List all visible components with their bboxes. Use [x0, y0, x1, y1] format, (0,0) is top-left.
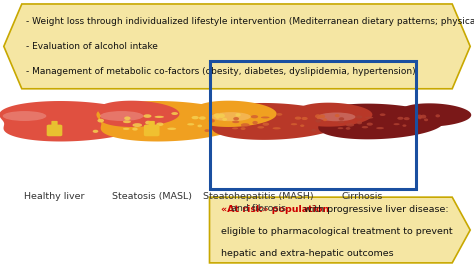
Ellipse shape [241, 123, 250, 127]
Text: - Evaluation of alcohol intake: - Evaluation of alcohol intake [26, 42, 158, 51]
Ellipse shape [204, 129, 210, 132]
Ellipse shape [199, 116, 206, 120]
Ellipse shape [132, 123, 142, 127]
Ellipse shape [315, 119, 321, 123]
Ellipse shape [216, 116, 219, 119]
Ellipse shape [295, 117, 301, 120]
Ellipse shape [124, 116, 130, 120]
Ellipse shape [198, 125, 202, 127]
Ellipse shape [366, 123, 373, 126]
Ellipse shape [273, 127, 281, 129]
Text: - Management of metabolic co-factors (obesity, diabetes, dyslipidemia, hypertens: - Management of metabolic co-factors (ob… [26, 67, 416, 76]
Ellipse shape [376, 127, 384, 129]
Ellipse shape [171, 112, 178, 115]
Ellipse shape [424, 118, 428, 121]
Ellipse shape [123, 128, 129, 130]
Ellipse shape [191, 116, 199, 119]
FancyBboxPatch shape [144, 125, 159, 136]
Text: Cirrhosis: Cirrhosis [342, 192, 383, 201]
Ellipse shape [317, 117, 320, 119]
Text: «At risk» population: «At risk» population [221, 205, 329, 214]
Ellipse shape [357, 121, 362, 124]
Ellipse shape [365, 117, 374, 119]
Ellipse shape [339, 117, 344, 121]
Ellipse shape [393, 123, 400, 125]
Polygon shape [96, 101, 245, 142]
Ellipse shape [155, 116, 164, 118]
Ellipse shape [301, 117, 308, 120]
Polygon shape [210, 197, 470, 263]
Ellipse shape [218, 113, 225, 118]
Polygon shape [298, 103, 373, 127]
Ellipse shape [404, 117, 410, 120]
Ellipse shape [276, 113, 283, 116]
Ellipse shape [251, 115, 258, 118]
Ellipse shape [261, 116, 270, 118]
Ellipse shape [362, 126, 368, 128]
Ellipse shape [3, 111, 46, 121]
Ellipse shape [356, 115, 363, 118]
Ellipse shape [315, 114, 321, 118]
Text: Healthy liver: Healthy liver [24, 192, 85, 201]
Ellipse shape [232, 127, 238, 129]
Ellipse shape [167, 127, 176, 130]
FancyBboxPatch shape [46, 125, 63, 136]
Ellipse shape [311, 129, 316, 132]
Ellipse shape [436, 114, 440, 117]
Ellipse shape [257, 126, 264, 129]
Ellipse shape [123, 120, 131, 123]
FancyBboxPatch shape [51, 121, 58, 128]
Polygon shape [195, 101, 277, 127]
Ellipse shape [402, 125, 406, 127]
Ellipse shape [420, 115, 426, 118]
Ellipse shape [214, 113, 220, 118]
Ellipse shape [145, 121, 151, 125]
Ellipse shape [337, 121, 345, 123]
Ellipse shape [319, 114, 325, 118]
Ellipse shape [418, 117, 422, 119]
Polygon shape [400, 103, 471, 127]
Polygon shape [0, 101, 148, 142]
Ellipse shape [252, 121, 258, 124]
Polygon shape [4, 4, 470, 89]
Ellipse shape [156, 122, 164, 126]
Ellipse shape [97, 119, 104, 122]
Ellipse shape [209, 119, 215, 122]
Ellipse shape [300, 125, 304, 127]
Ellipse shape [211, 112, 251, 121]
Text: - Weight loss through individualized lifestyle intervention (Mediterranean dieta: - Weight loss through individualized lif… [26, 17, 474, 26]
Ellipse shape [397, 117, 403, 120]
Ellipse shape [346, 123, 354, 127]
Ellipse shape [236, 113, 241, 117]
Text: Steatohepatitis (MASH)
and fibrosis: Steatohepatitis (MASH) and fibrosis [203, 192, 314, 213]
Text: Steatosis (MASL): Steatosis (MASL) [112, 192, 191, 201]
Ellipse shape [337, 127, 343, 129]
Ellipse shape [417, 114, 422, 118]
Ellipse shape [187, 123, 194, 125]
Text: with progressive liver disease:: with progressive liver disease: [301, 205, 448, 214]
Ellipse shape [144, 114, 152, 118]
Ellipse shape [291, 123, 297, 125]
Ellipse shape [132, 127, 138, 131]
Ellipse shape [222, 118, 227, 121]
Polygon shape [208, 103, 344, 140]
Polygon shape [98, 101, 180, 127]
Ellipse shape [232, 121, 239, 123]
Ellipse shape [263, 123, 269, 126]
Ellipse shape [346, 127, 350, 130]
Ellipse shape [100, 111, 144, 121]
Text: hepatic and extra-hepatic outcomes: hepatic and extra-hepatic outcomes [221, 249, 393, 258]
Ellipse shape [241, 127, 246, 130]
Ellipse shape [323, 118, 327, 121]
Ellipse shape [93, 130, 98, 133]
FancyBboxPatch shape [148, 121, 155, 128]
Text: eligible to pharmacological treatment to prevent: eligible to pharmacological treatment to… [221, 227, 453, 236]
Polygon shape [315, 104, 444, 139]
Ellipse shape [380, 113, 385, 116]
Ellipse shape [335, 114, 339, 117]
Ellipse shape [151, 126, 158, 129]
Ellipse shape [233, 117, 239, 120]
Ellipse shape [318, 112, 356, 121]
